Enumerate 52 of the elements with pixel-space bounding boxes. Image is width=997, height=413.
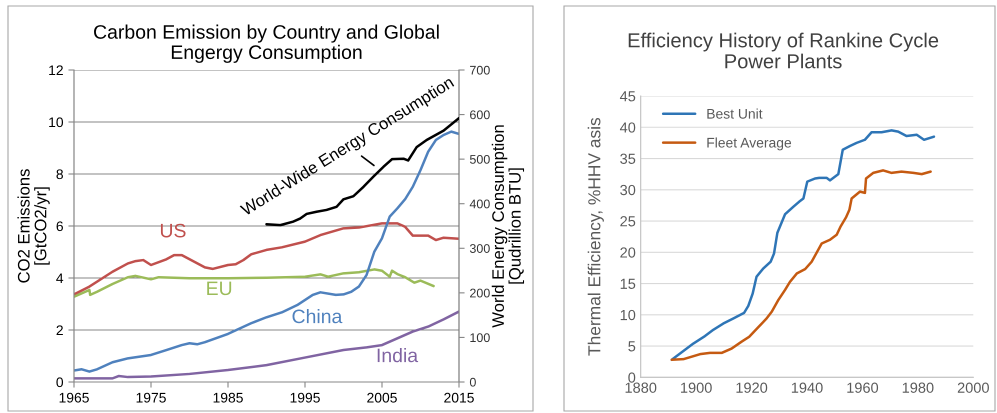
y-tick-label: 5 [628, 341, 636, 352]
legend-label: Best Unit [707, 108, 762, 119]
x-tick-label: 1980 [902, 382, 934, 393]
x-tick-label: 1880 [626, 382, 656, 393]
chart-title: Efficiency History of Rankine Cycle Power Plants [628, 32, 938, 68]
y-tick-label: 10 [620, 310, 636, 320]
line-series [670, 129, 936, 362]
y-tick-label: 0 [628, 372, 636, 383]
y-tick-label: 20 [620, 247, 636, 258]
series-label: US [160, 224, 186, 238]
x-tick-label: 2000 [958, 382, 989, 393]
y2-tick-label: 500 [470, 154, 490, 164]
series-label: India [378, 348, 418, 362]
y2-axis-title: World Energy Consumption [Qudrillion BTU] [492, 125, 524, 328]
y2-tick-label: 300 [470, 244, 490, 253]
x-tick-label: 1920 [736, 382, 768, 393]
series-label: EU [207, 282, 232, 296]
y-tick-label: 30 [620, 184, 636, 196]
y2-tick-label: 600 [470, 110, 490, 120]
y-tick-label: 40 [620, 122, 636, 133]
y2-tick-label: 100 [470, 333, 490, 342]
y-tick-label: 25 [620, 216, 636, 226]
y-tick-label: 2 [56, 325, 63, 336]
y-axis-title: Thermal Efficiency, %HHV asis [588, 118, 604, 356]
y-tick-label: 6 [56, 221, 63, 232]
x-tick-label: 1985 [214, 392, 243, 403]
y2-tick-label: 0 [470, 378, 476, 387]
legend-label: Fleet Average [707, 137, 792, 150]
x-tick-label: 1960 [847, 382, 878, 393]
y-tick-label: 10 [49, 117, 64, 128]
x-tick-label: 1940 [792, 382, 823, 393]
y-tick-label: 8 [56, 169, 63, 180]
y2-tick-label: 200 [470, 288, 490, 298]
y-tick-label: 0 [56, 377, 64, 388]
line-series [74, 268, 435, 298]
x-tick-label: 2005 [367, 392, 397, 403]
x-tick-label: 1965 [60, 392, 89, 403]
x-tick-label: 1900 [681, 382, 712, 393]
y2-tick-label: 400 [470, 200, 490, 208]
y-axis-title: CO2 Emissions [GtCO2/yr] [17, 169, 50, 283]
x-tick-label: 1975 [136, 392, 166, 403]
x-tick-label: 2015 [444, 392, 474, 403]
y-tick-label: 4 [56, 273, 64, 284]
x-tick-label: 1995 [290, 392, 320, 403]
y-tick-label: 12 [49, 65, 63, 76]
series-label: China [292, 308, 342, 324]
y2-tick-label: 700 [470, 66, 490, 75]
y-tick-label: 45 [620, 91, 636, 102]
y-tick-label: 35 [620, 154, 636, 164]
chart-title: Carbon Emission by Country and Global Engergy Consumption [94, 24, 439, 63]
y-tick-label: 15 [620, 278, 636, 289]
line-series [670, 169, 932, 362]
